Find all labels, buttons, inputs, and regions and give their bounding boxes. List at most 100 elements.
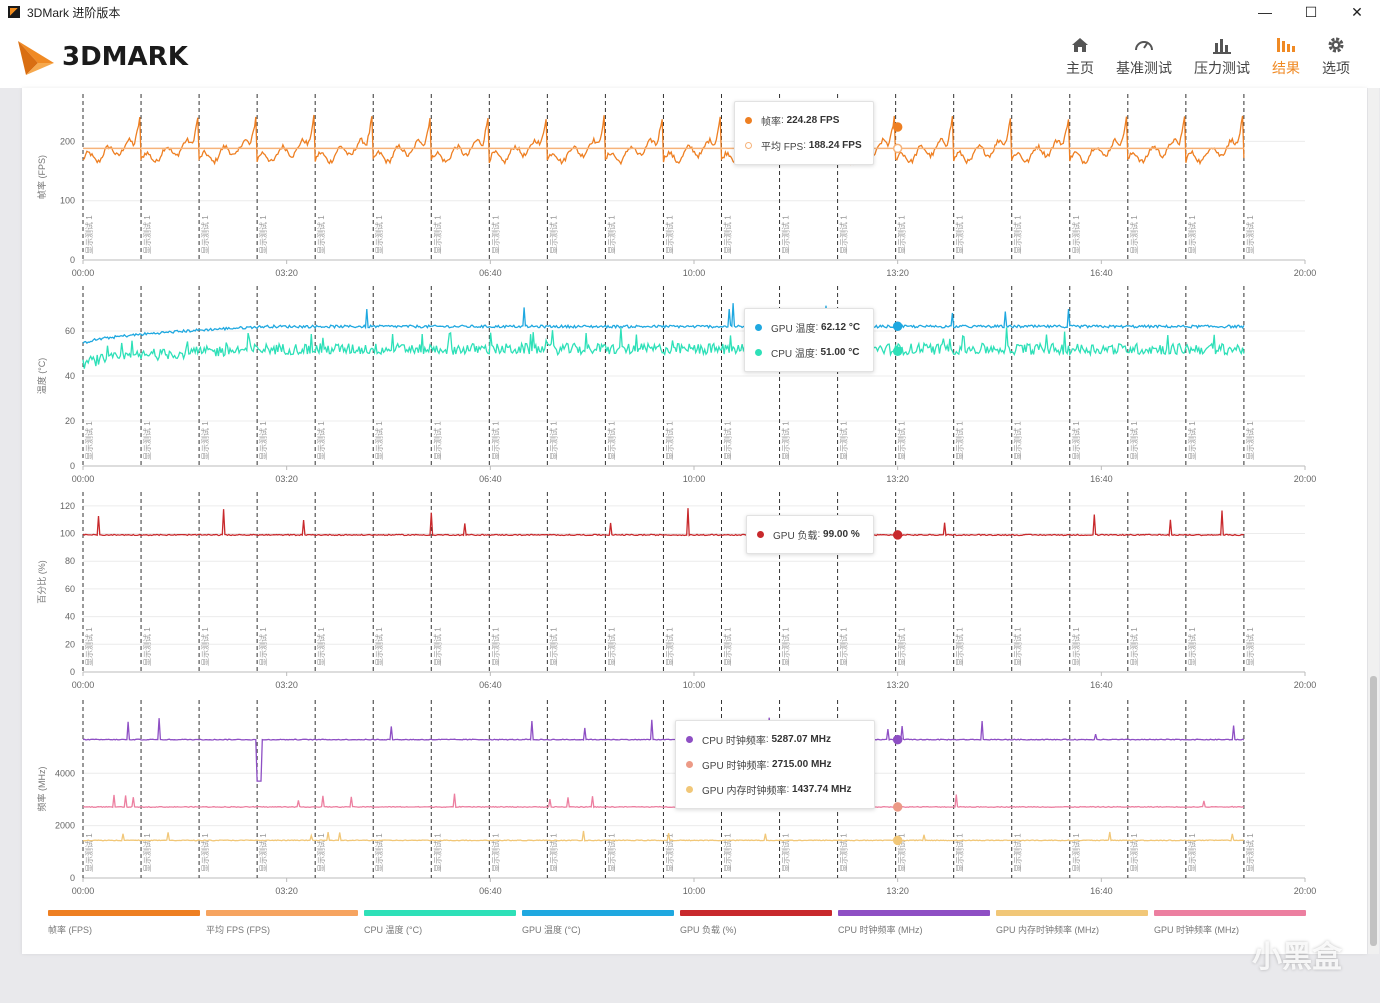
loop-marker-label: 显示测试 1 [955, 421, 965, 460]
x-tick-label: 20:00 [1294, 680, 1317, 690]
legend-label: 平均 FPS (FPS) [206, 925, 271, 935]
y-axis-label: 帧率 (FPS) [36, 155, 47, 199]
x-tick-label: 06:40 [479, 474, 502, 484]
hover-point [892, 530, 903, 540]
loop-marker-label: 显示测试 1 [142, 627, 152, 666]
legend-label: CPU 温度 (°C) [364, 925, 423, 935]
results-panel: 0 100 200 帧率 (FPS) 00:00 03:20 06:40 10:00 13:20… [22, 88, 1367, 954]
chart-1: 0 20 40 60 温度 (°C) 00:00 03:20 06:40 10:00 13:20 1… [36, 286, 1316, 484]
x-tick-label: 13:20 [886, 680, 909, 690]
loop-marker-label: 显示测试 1 [432, 833, 442, 872]
loop-marker-label: 显示测试 1 [1129, 833, 1139, 872]
y-tick-label: 40 [65, 371, 75, 381]
x-tick-label: 10:00 [683, 268, 706, 278]
nav-label-stress-tests: 压力测试 [1194, 60, 1250, 76]
legend-item[interactable]: GPU 时钟频率 (MHz) [1154, 910, 1306, 940]
x-tick-label: 03:20 [275, 886, 298, 896]
loop-marker-label: 显示测试 1 [722, 627, 732, 666]
loop-marker-label: 显示测试 1 [839, 215, 849, 254]
nav-item-benchmarks[interactable]: 基准测试 [1116, 32, 1172, 78]
loop-marker-label: 显示测试 1 [664, 833, 674, 872]
loop-marker-label: 显示测试 1 [200, 421, 210, 460]
close-button[interactable]: ✕ [1351, 3, 1363, 20]
series-line [82, 114, 1245, 166]
legend-item[interactable]: CPU 温度 (°C) [364, 910, 516, 940]
legend-item[interactable]: CPU 时钟频率 (MHz) [838, 910, 990, 940]
vertical-scrollbar[interactable] [1368, 88, 1379, 954]
x-tick-label: 03:20 [275, 680, 298, 690]
x-tick-label: 20:00 [1294, 886, 1317, 896]
y-tick-label: 120 [60, 501, 75, 511]
legend-item[interactable]: GPU 负载 (%) [680, 910, 832, 940]
scrollbar-thumb[interactable] [1370, 676, 1377, 946]
tooltip-row: 平均 FPS: 188.24 FPS [745, 133, 863, 158]
legend-item[interactable]: GPU 内存时钟频率 (MHz) [996, 910, 1148, 940]
hover-point [892, 734, 903, 745]
x-tick-label: 20:00 [1294, 474, 1317, 484]
x-tick-label: 06:40 [479, 886, 502, 896]
nav-item-options[interactable]: 选项 [1322, 32, 1350, 78]
logo-text: 3DMARK [62, 42, 188, 72]
tooltip-row: CPU 温度: 51.00 °C [755, 340, 863, 365]
x-tick-label: 13:20 [886, 886, 909, 896]
nav-item-results[interactable]: 结果 [1272, 32, 1300, 78]
legend-item[interactable]: GPU 温度 (°C) [522, 910, 674, 940]
loop-marker-label: 显示测试 1 [432, 421, 442, 460]
loop-marker-label: 显示测试 1 [606, 421, 616, 460]
legend-label: GPU 温度 (°C) [522, 925, 581, 935]
y-tick-label: 100 [60, 196, 75, 206]
hover-point [892, 835, 903, 846]
y-tick-label: 4000 [55, 768, 75, 778]
loop-marker-label: 显示测试 1 [1013, 833, 1023, 872]
loop-marker-label: 显示测试 1 [664, 215, 674, 254]
loop-marker-label: 显示测试 1 [606, 215, 616, 254]
x-tick-label: 00:00 [72, 680, 95, 690]
minimize-button[interactable]: — [1258, 4, 1272, 20]
legend-item[interactable]: 帧率 (FPS) [48, 910, 200, 940]
x-tick-label: 06:40 [479, 680, 502, 690]
loop-marker-label: 显示测试 1 [548, 215, 558, 254]
nav-item-home[interactable]: 主页 [1066, 32, 1094, 78]
legend-label: CPU 时钟频率 (MHz) [838, 925, 923, 935]
maximize-button[interactable]: ☐ [1304, 3, 1318, 20]
series-line [82, 717, 1245, 782]
window-titlebar: 3DMark 进阶版本 — ☐ ✕ [0, 0, 1380, 24]
x-tick-label: 00:00 [72, 886, 95, 896]
series-dot-icon [755, 324, 762, 331]
tooltip-gpu-load: GPU 负载: 99.00 % [746, 515, 874, 554]
gear-icon [1328, 37, 1344, 53]
loop-marker-label: 显示测试 1 [258, 627, 268, 666]
main-nav: 主页 基准测试 压力测试 结果 选项 [1044, 32, 1350, 78]
tooltip-row: GPU 内存时钟频率: 1437.74 MHz [686, 777, 864, 802]
x-tick-label: 20:00 [1294, 268, 1317, 278]
series-dot-icon [686, 761, 693, 768]
loop-marker-label: 显示测试 1 [897, 627, 907, 666]
nav-item-stress-tests[interactable]: 压力测试 [1194, 32, 1250, 78]
app-icon [8, 6, 20, 18]
series-dot-icon [686, 736, 693, 743]
y-tick-label: 2000 [55, 821, 75, 831]
nav-label-benchmarks: 基准测试 [1116, 60, 1172, 76]
y-tick-label: 20 [65, 416, 75, 426]
legend-item[interactable]: 平均 FPS (FPS) [206, 910, 358, 940]
x-tick-label: 10:00 [683, 886, 706, 896]
chart-legend: 帧率 (FPS) 平均 FPS (FPS) CPU 温度 (°C) GPU 温度 (°… [48, 910, 1318, 940]
legend-swatch [996, 910, 1148, 916]
results-icon [1277, 38, 1295, 52]
y-tick-label: 0 [70, 255, 75, 265]
loop-marker-label: 显示测试 1 [1187, 833, 1197, 872]
y-tick-label: 0 [70, 461, 75, 471]
x-tick-label: 16:40 [1090, 474, 1113, 484]
tooltip-row: GPU 温度: 62.12 °C [755, 315, 863, 340]
loop-marker-label: 显示测试 1 [1245, 421, 1255, 460]
loop-marker-label: 显示测试 1 [1187, 421, 1197, 460]
loop-marker-label: 显示测试 1 [955, 627, 965, 666]
loop-marker-label: 显示测试 1 [1129, 215, 1139, 254]
tooltip-temperature: GPU 温度: 62.12 °C CPU 温度: 51.00 °C [744, 308, 874, 372]
loop-marker-label: 显示测试 1 [490, 627, 500, 666]
loop-marker-label: 显示测试 1 [548, 421, 558, 460]
legend-swatch [364, 910, 516, 916]
loop-marker-label: 显示测试 1 [316, 215, 326, 254]
series-line [82, 508, 1244, 537]
